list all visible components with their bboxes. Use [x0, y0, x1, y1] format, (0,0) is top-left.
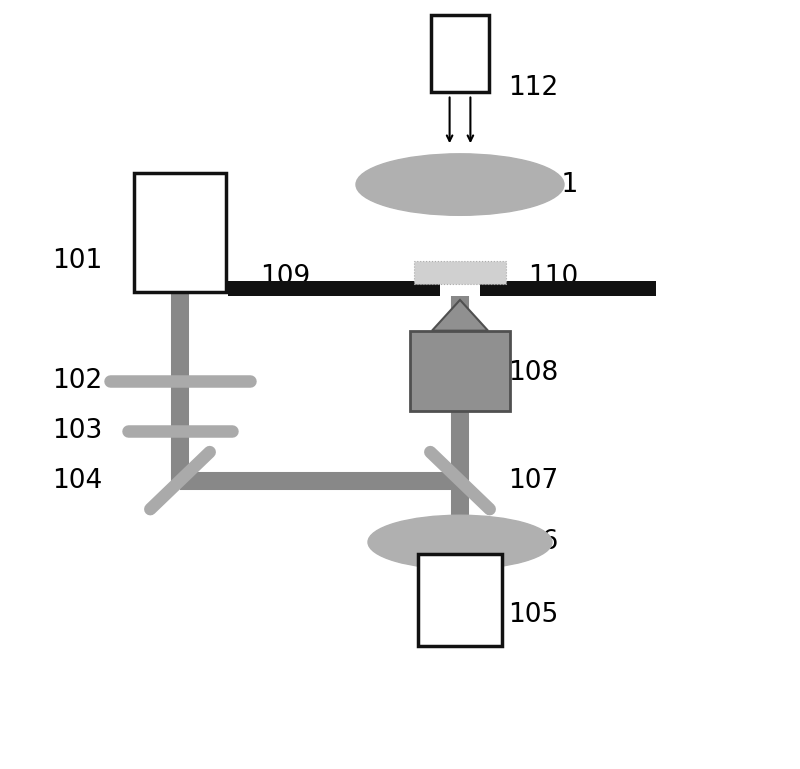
Text: 105: 105 — [508, 602, 558, 628]
Text: 112: 112 — [508, 75, 558, 102]
Bar — [431, 15, 489, 92]
Bar — [418, 554, 502, 646]
Text: 109: 109 — [260, 264, 310, 290]
Text: 110: 110 — [528, 264, 578, 290]
Bar — [134, 173, 226, 292]
Text: 104: 104 — [52, 468, 102, 494]
Bar — [228, 281, 440, 296]
Bar — [480, 281, 656, 296]
Bar — [414, 261, 506, 284]
Text: 107: 107 — [508, 468, 558, 494]
Text: 102: 102 — [52, 368, 102, 394]
Text: 103: 103 — [52, 418, 102, 444]
Bar — [410, 331, 510, 411]
Ellipse shape — [368, 515, 552, 569]
Ellipse shape — [356, 154, 564, 215]
Text: 106: 106 — [508, 529, 558, 555]
Polygon shape — [432, 300, 488, 331]
Text: 111: 111 — [528, 171, 578, 198]
Text: 101: 101 — [52, 248, 102, 275]
Text: 108: 108 — [508, 360, 558, 386]
